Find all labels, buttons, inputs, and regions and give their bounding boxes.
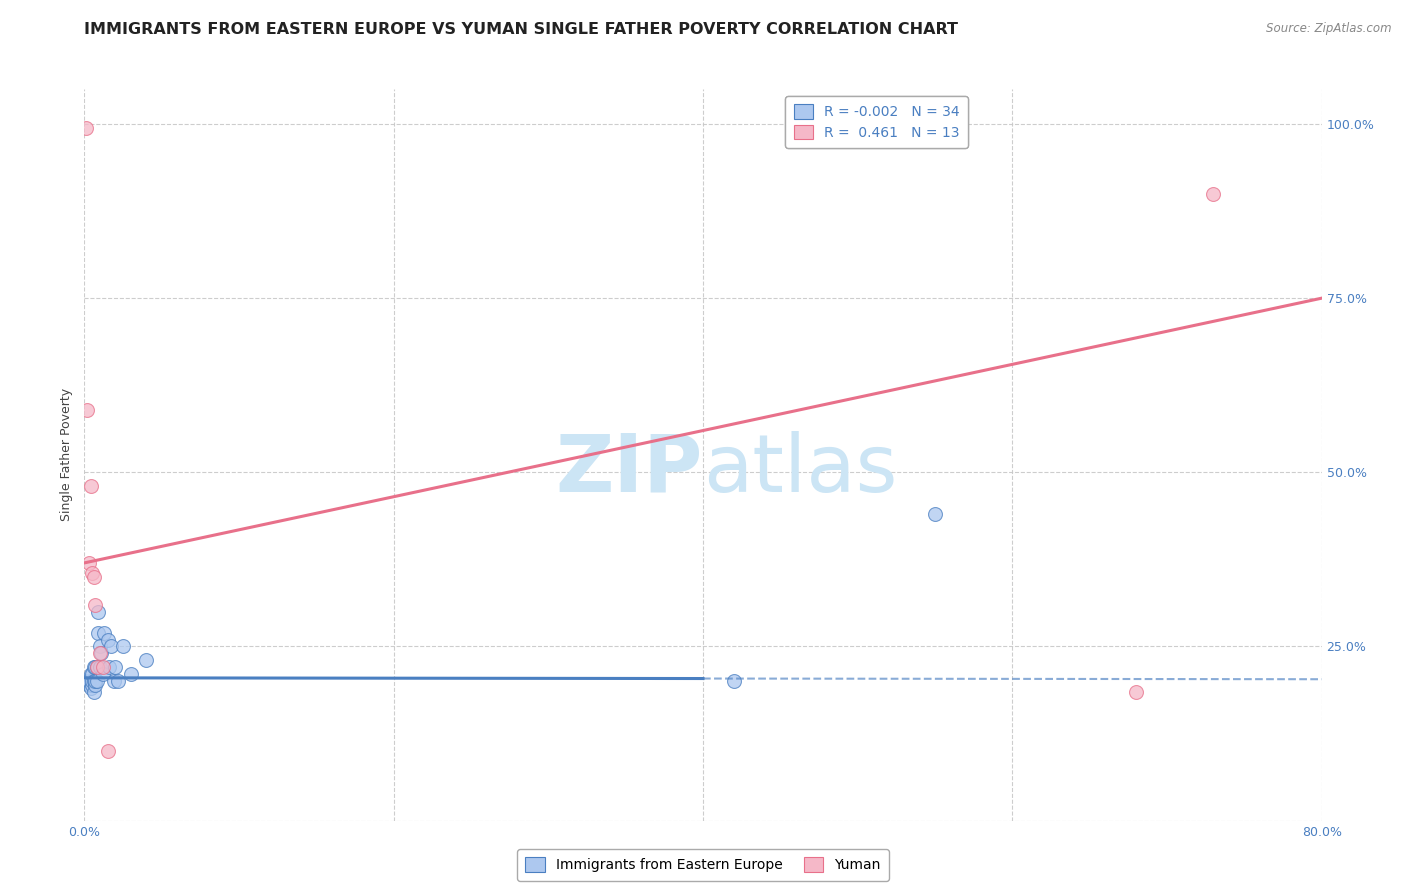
Point xyxy=(91,660,114,674)
Point xyxy=(83,685,105,699)
Legend: Immigrants from Eastern Europe, Yuman: Immigrants from Eastern Europe, Yuman xyxy=(517,849,889,880)
Point xyxy=(83,674,105,689)
Point xyxy=(135,653,157,667)
Point xyxy=(82,667,104,681)
Point xyxy=(82,566,104,581)
Point xyxy=(89,647,111,661)
Point xyxy=(76,402,98,417)
Point xyxy=(83,660,105,674)
Point xyxy=(90,647,112,661)
Point xyxy=(1125,685,1147,699)
Point xyxy=(93,625,115,640)
Point xyxy=(86,660,108,674)
Point xyxy=(120,667,142,681)
Point xyxy=(79,681,101,696)
Text: atlas: atlas xyxy=(703,431,897,508)
Y-axis label: Single Father Poverty: Single Father Poverty xyxy=(59,388,73,522)
Point xyxy=(83,570,105,584)
Point xyxy=(97,744,120,758)
Text: Source: ZipAtlas.com: Source: ZipAtlas.com xyxy=(1267,22,1392,36)
Point xyxy=(79,667,101,681)
Point xyxy=(84,660,107,674)
Point xyxy=(84,598,107,612)
Point xyxy=(76,674,98,689)
Point xyxy=(87,605,110,619)
Point xyxy=(77,678,100,692)
Point xyxy=(77,556,100,570)
Text: ZIP: ZIP xyxy=(555,431,703,508)
Point xyxy=(87,625,110,640)
Point xyxy=(91,667,114,681)
Point xyxy=(75,120,97,135)
Point xyxy=(84,674,107,689)
Text: IMMIGRANTS FROM EASTERN EUROPE VS YUMAN SINGLE FATHER POVERTY CORRELATION CHART: IMMIGRANTS FROM EASTERN EUROPE VS YUMAN … xyxy=(84,22,959,37)
Point xyxy=(112,640,135,654)
Point xyxy=(1202,186,1225,201)
Legend: R = -0.002   N = 34, R =  0.461   N = 13: R = -0.002 N = 34, R = 0.461 N = 13 xyxy=(786,96,969,148)
Point xyxy=(82,674,104,689)
Point xyxy=(89,640,111,654)
Point xyxy=(97,632,120,647)
Point xyxy=(86,660,108,674)
Point xyxy=(77,674,100,689)
Point xyxy=(103,674,125,689)
Point xyxy=(100,640,122,654)
Point xyxy=(723,674,745,689)
Point xyxy=(104,660,127,674)
Point xyxy=(86,674,108,689)
Point xyxy=(98,660,121,674)
Point xyxy=(82,678,104,692)
Point xyxy=(79,479,101,493)
Point xyxy=(107,674,129,689)
Point xyxy=(89,660,111,674)
Point xyxy=(84,678,107,692)
Point xyxy=(924,507,946,521)
